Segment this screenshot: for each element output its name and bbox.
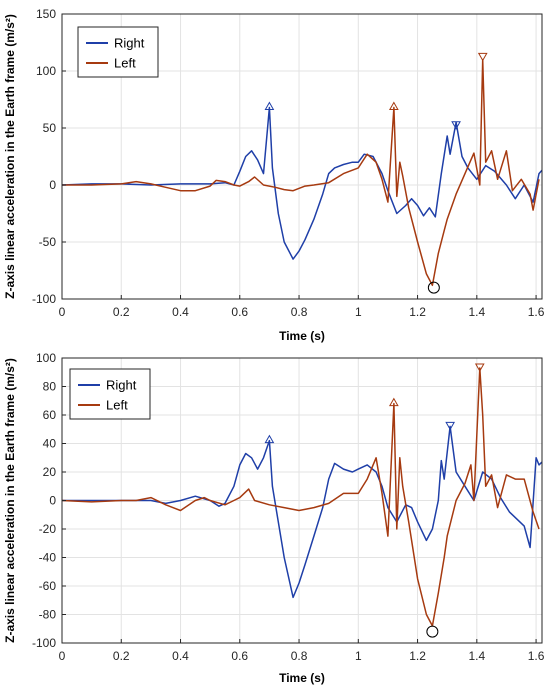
y-tick-label: -40 (39, 551, 57, 565)
x-tick-label: 1 (355, 305, 362, 319)
x-tick-label: 0.4 (172, 649, 189, 663)
chart-1-group: 0 0.2 0.4 0.6 0.8 1 1.2 1.4 1.6 -100 -80 -60 -40 -20 0… (3, 351, 545, 685)
y-tick-label: -60 (39, 579, 57, 593)
y-tick-label: 60 (43, 408, 57, 422)
y-axis-label: Z-axis linear acceleration in the Earth … (3, 14, 17, 299)
x-tick-label: 0.4 (172, 305, 189, 319)
x-tick-label: 1.6 (528, 305, 545, 319)
y-tick-label: -100 (32, 292, 56, 306)
y-tick-label: -50 (39, 235, 57, 249)
y-tick-label: 20 (43, 465, 57, 479)
x-axis-label: Time (s) (279, 671, 325, 685)
x-tick-label: 0.6 (231, 649, 248, 663)
y-axis-label: Z-axis linear acceleration in the Earth … (3, 358, 17, 643)
series-line-right (62, 425, 543, 599)
y-tick-label: 50 (43, 121, 57, 135)
y-tick-label: 40 (43, 437, 57, 451)
y-tick-label: 0 (49, 494, 56, 508)
marker-circle (426, 625, 439, 638)
y-tick-label: -100 (32, 636, 56, 650)
marker-triangle-down (445, 421, 456, 431)
legend-label-right: Right (106, 378, 137, 393)
y-tick-label: 80 (43, 380, 57, 394)
legend-label-right: Right (114, 36, 145, 51)
y-tick-label: 150 (36, 7, 56, 21)
y-tick-label: -20 (39, 522, 57, 536)
legend-box (69, 368, 151, 420)
series-line-right (61, 106, 543, 260)
axes-box (61, 13, 543, 300)
x-tick-label: 1.2 (409, 649, 426, 663)
marker-triangle-down (477, 52, 488, 62)
x-axis-label: Time (s) (279, 329, 325, 343)
x-tick-label: 0 (59, 649, 66, 663)
x-tick-label: 0.8 (291, 305, 308, 319)
x-tick-label: 0.6 (231, 305, 248, 319)
marker-triangle-down (474, 363, 485, 372)
x-tick-label: 0.8 (291, 649, 308, 663)
series-line-left (62, 58, 540, 287)
x-tick-label: 1.6 (528, 649, 545, 663)
marker-triangle-up (388, 397, 399, 407)
chart-0-group: 0 0.2 0.4 0.6 0.8 1 1.2 1.4 1.6 -100 -50 0 50 100 150 T… (3, 7, 545, 343)
x-tick-label: 1.2 (409, 305, 426, 319)
marker-triangle-up (388, 101, 399, 110)
x-tick-label: 1.4 (468, 649, 485, 663)
marker-circle (427, 281, 440, 294)
y-tick-label: 100 (36, 64, 56, 78)
legend-label-left: Left (114, 56, 136, 71)
marker-triangle-up (264, 434, 275, 444)
series-line-left (61, 367, 540, 627)
x-tick-label: 1.4 (468, 305, 485, 319)
x-tick-label: 1 (355, 649, 362, 663)
x-tick-label: 0.2 (113, 305, 130, 319)
marker-triangle-up (264, 101, 275, 110)
y-tick-label: -80 (39, 608, 57, 622)
x-tick-label: 0 (59, 305, 66, 319)
x-tick-label: 0.2 (113, 649, 130, 663)
y-tick-label: 0 (49, 178, 56, 192)
legend-label-left: Left (106, 398, 128, 413)
y-tick-label: 100 (36, 351, 56, 365)
legend-box (77, 26, 159, 78)
marker-triangle-down (451, 121, 461, 130)
